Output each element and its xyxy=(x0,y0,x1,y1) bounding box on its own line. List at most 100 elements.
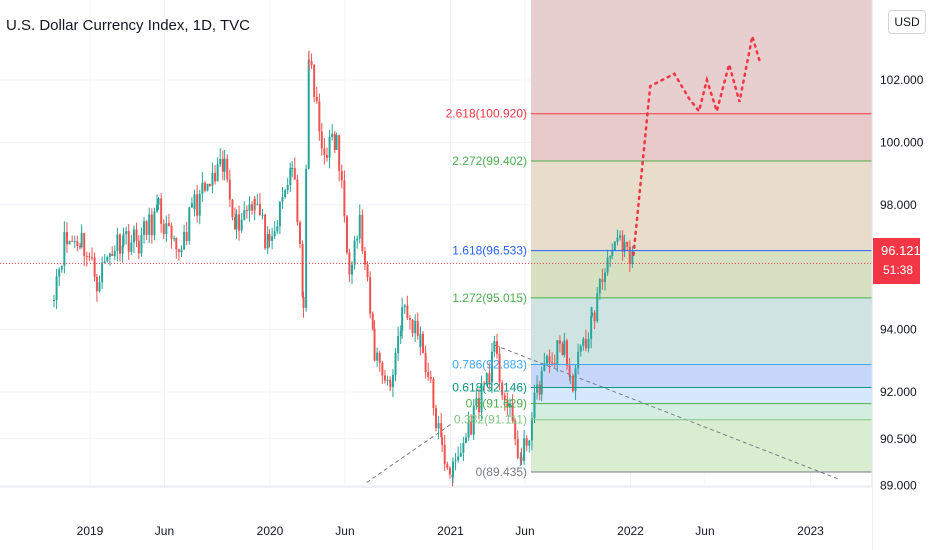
candle-body-185 xyxy=(503,395,506,401)
candle-body-145 xyxy=(406,305,409,319)
candle-body-38 xyxy=(148,214,151,235)
candle-body-148 xyxy=(414,320,417,334)
candle-body-222 xyxy=(593,312,596,322)
candle-body-28 xyxy=(122,233,125,246)
candle-body-51 xyxy=(180,249,183,253)
fib-label-0: 2.618(100.920) xyxy=(446,107,527,121)
candle-body-66 xyxy=(216,164,219,182)
candle-body-103 xyxy=(305,168,308,308)
candle-body-132 xyxy=(376,352,379,361)
candle-body-92 xyxy=(278,201,281,227)
candle-body-47 xyxy=(170,225,173,239)
candle-body-64 xyxy=(211,172,214,186)
candle-body-18 xyxy=(98,282,101,292)
candle-body-19 xyxy=(101,262,104,283)
candle-body-121 xyxy=(348,252,351,275)
candle-body-25 xyxy=(116,234,119,252)
candle-body-33 xyxy=(135,229,138,241)
candle-body-206 xyxy=(556,340,559,365)
candle-body-8 xyxy=(73,241,76,243)
candle-body-100 xyxy=(298,222,301,245)
candle-body-226 xyxy=(604,272,607,282)
candle-body-80 xyxy=(251,204,254,211)
y-tick-label-0: 102.000 xyxy=(880,73,924,87)
candle-body-7 xyxy=(71,240,74,242)
candle-body-167 xyxy=(457,456,460,461)
candle-body-162 xyxy=(446,463,449,468)
candle-body-2 xyxy=(58,269,61,277)
candle-body-10 xyxy=(78,246,81,248)
candle-body-94 xyxy=(284,190,287,197)
candle-body-29 xyxy=(125,231,128,234)
candle-body-149 xyxy=(416,320,419,336)
candle-body-49 xyxy=(175,238,178,250)
current-price-label: 96.121 xyxy=(881,243,921,258)
fib-zone-2 xyxy=(531,250,872,298)
candle-body-198 xyxy=(536,384,539,393)
candle-body-166 xyxy=(454,460,457,462)
candle-body-153 xyxy=(424,352,427,373)
candle-body-98 xyxy=(293,167,296,180)
candle-body-109 xyxy=(318,101,321,132)
y-tick-label-6: 89.000 xyxy=(880,479,917,493)
candle-body-60 xyxy=(201,182,204,194)
candle-body-142 xyxy=(399,330,402,337)
candle-body-35 xyxy=(140,235,143,254)
candle-body-160 xyxy=(441,437,444,445)
x-tick-label-1: Jun xyxy=(155,524,174,538)
candle-body-163 xyxy=(448,467,451,475)
candle-body-232 xyxy=(619,235,622,238)
candle-body-117 xyxy=(338,135,341,171)
fib-zone-4 xyxy=(531,364,872,388)
candle-body-89 xyxy=(271,236,274,241)
candle-body-172 xyxy=(470,421,473,435)
currency-button[interactable]: USD xyxy=(888,10,926,34)
candle-body-77 xyxy=(243,210,246,220)
candle-body-118 xyxy=(340,170,343,181)
candle-body-90 xyxy=(273,231,276,237)
y-tick-label-5: 90.500 xyxy=(880,432,917,446)
candle-body-9 xyxy=(76,241,79,247)
candle-body-26 xyxy=(118,234,121,254)
candle-body-205 xyxy=(553,362,556,365)
candle-body-186 xyxy=(506,400,509,408)
x-tick-label-4: 2021 xyxy=(437,524,464,538)
candle-body-112 xyxy=(325,155,328,158)
candle-body-123 xyxy=(353,240,356,265)
forecast-path xyxy=(632,35,761,256)
candle-body-32 xyxy=(132,229,135,243)
candle-body-202 xyxy=(545,356,548,364)
x-tick-label-8: 2023 xyxy=(797,524,824,538)
time-axis-panel xyxy=(0,487,872,550)
candle-body-146 xyxy=(408,318,411,320)
candle-body-135 xyxy=(383,375,386,381)
candle-body-154 xyxy=(427,372,430,378)
candle-body-99 xyxy=(296,179,299,223)
candle-body-220 xyxy=(590,316,593,339)
candle-body-3 xyxy=(60,265,63,270)
candle-body-194 xyxy=(525,438,528,446)
candle-body-147 xyxy=(411,319,414,334)
candle-body-233 xyxy=(621,235,624,252)
chart-title: U.S. Dollar Currency Index, 1D, TVC xyxy=(6,17,250,34)
candle-body-191 xyxy=(519,457,522,459)
candle-body-219 xyxy=(587,338,590,349)
fib-zone-7 xyxy=(531,419,872,473)
candle-body-22 xyxy=(108,253,111,257)
fib-zone-3 xyxy=(531,297,872,365)
candle-body-218 xyxy=(584,338,587,349)
candle-body-227 xyxy=(606,257,609,273)
candle-body-175 xyxy=(477,398,480,413)
candle-body-195 xyxy=(528,440,531,446)
candle-body-95 xyxy=(286,185,289,191)
candle-body-210 xyxy=(566,340,569,366)
x-tick-label-0: 2019 xyxy=(77,524,104,538)
candle-body-183 xyxy=(498,353,501,383)
candle-body-105 xyxy=(307,59,310,61)
x-tick-label-7: Jun xyxy=(695,524,714,538)
candle-body-40 xyxy=(153,211,156,236)
candle-body-108 xyxy=(315,96,318,102)
candle-body-96 xyxy=(289,167,292,186)
candle-body-128 xyxy=(366,264,369,278)
